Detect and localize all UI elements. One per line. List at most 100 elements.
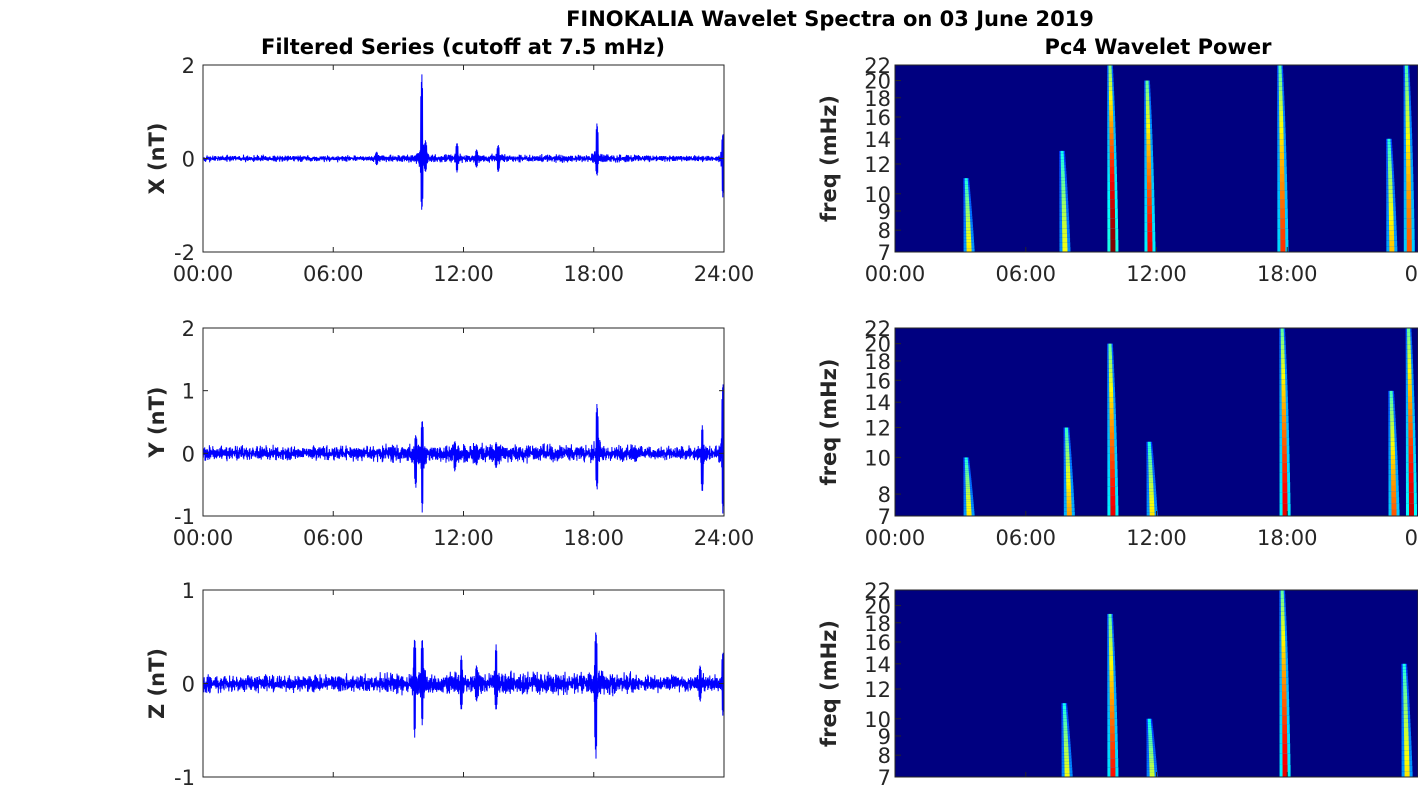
burst-cell — [1061, 170, 1065, 175]
power-burst — [1063, 427, 1075, 516]
burst-cell — [1389, 407, 1394, 411]
burst-cell — [1064, 758, 1069, 762]
burst-cell — [1390, 464, 1396, 470]
burst-cell — [1403, 688, 1407, 693]
burst-cell — [1108, 90, 1113, 96]
burst-cell — [1406, 218, 1412, 229]
x-tick-label: 24:00 — [694, 526, 755, 550]
burst-cell — [1281, 625, 1285, 631]
burst-cell — [1282, 753, 1288, 765]
burst-cell — [1408, 503, 1414, 516]
y-tick-label: 0 — [182, 673, 195, 697]
burst-cell — [1064, 773, 1070, 777]
burst-cell — [965, 482, 970, 485]
burst-cell — [1406, 199, 1412, 209]
burst-cell — [1390, 433, 1395, 438]
y-tick-label: 14 — [864, 391, 891, 415]
burst-cell — [1403, 692, 1408, 696]
burst-cell — [1407, 336, 1411, 341]
burst-cell — [1064, 770, 1070, 774]
burst-cell — [1279, 139, 1284, 146]
burst-cell — [1109, 655, 1113, 661]
x-tick-label: 18:00 — [1257, 262, 1318, 286]
burst-cell — [1391, 497, 1397, 504]
power-burst — [1144, 80, 1156, 252]
burst-cell — [1388, 202, 1394, 207]
burst-cell — [1149, 500, 1155, 504]
burst-cell — [1109, 127, 1114, 134]
burst-cell — [1147, 222, 1153, 232]
burst-cell — [1063, 718, 1067, 722]
burst-cell — [1061, 216, 1067, 221]
burst-cell — [1403, 718, 1409, 723]
y-tick-label: 16 — [864, 106, 891, 130]
burst-cell — [1403, 699, 1408, 704]
burst-cell — [1109, 382, 1113, 388]
burst-cell — [1280, 228, 1286, 240]
burst-cell — [1066, 503, 1072, 508]
burst-cell — [1407, 390, 1412, 397]
burst-cell — [1280, 611, 1285, 616]
burst-cell — [1064, 752, 1069, 756]
burst-cell — [1109, 402, 1114, 409]
burst-cell — [1109, 675, 1114, 682]
burst-cell — [1402, 663, 1406, 667]
burst-cell — [1063, 741, 1069, 744]
burst-cell — [1066, 485, 1071, 490]
burst-cell — [1145, 88, 1149, 93]
burst-cell — [1063, 738, 1068, 742]
burst-cell — [1108, 372, 1113, 378]
burst-cell — [966, 499, 971, 502]
burst-cell — [1388, 215, 1394, 221]
y-tick-label: 22 — [864, 54, 891, 78]
x-tick-label: 06:00 — [303, 526, 364, 550]
burst-cell — [1403, 679, 1407, 683]
burst-cell — [965, 213, 970, 217]
burst-cell — [1149, 758, 1154, 761]
burst-cell — [1063, 735, 1068, 739]
burst-cell — [1110, 460, 1115, 469]
burst-cell — [1403, 706, 1408, 711]
burst-cell — [1388, 185, 1393, 190]
power-burst — [1277, 65, 1289, 252]
x-tick-label: 12:00 — [433, 262, 494, 286]
burst-cell — [1147, 725, 1152, 728]
burst-cell — [1281, 664, 1286, 671]
power-burst — [1107, 613, 1119, 777]
y-tick-label: 10 — [864, 446, 891, 470]
burst-cell — [1389, 240, 1395, 247]
burst-cell — [1147, 189, 1152, 198]
burst-cell — [1108, 69, 1112, 74]
y-tick-label: 22 — [864, 579, 891, 603]
x-tick-label: 18:00 — [563, 526, 624, 550]
burst-cell — [1280, 336, 1284, 341]
burst-cell — [1148, 737, 1153, 740]
burst-cell — [1402, 666, 1406, 670]
burst-cell — [1148, 485, 1154, 489]
burst-cell — [1146, 156, 1151, 163]
burst-cell — [1281, 373, 1286, 380]
burst-cell — [965, 474, 970, 477]
burst-cell — [1390, 429, 1395, 434]
y-axis-label: Z (nT) — [145, 648, 169, 719]
burst-cell — [1282, 699, 1287, 707]
burst-cell — [1108, 65, 1112, 70]
burst-cell — [1280, 602, 1285, 607]
burst-cell — [1279, 121, 1284, 128]
burst-cell — [965, 203, 970, 206]
y-axis-label: Y (nT) — [145, 387, 169, 459]
burst-cell — [1109, 681, 1114, 688]
x-tick-label: 18:00 — [1257, 526, 1318, 550]
burst-cell — [1278, 69, 1282, 74]
burst-cell — [1279, 166, 1285, 175]
burst-cell — [1060, 156, 1064, 160]
burst-cell — [1281, 409, 1286, 416]
power-burst — [1146, 441, 1158, 516]
burst-cell — [1279, 145, 1284, 153]
burst-cell — [1405, 77, 1409, 82]
burst-cell — [1407, 358, 1412, 364]
burst-cell — [965, 466, 969, 469]
burst-cell — [1147, 446, 1152, 449]
burst-cell — [1061, 208, 1067, 213]
burst-cell — [1110, 239, 1116, 252]
